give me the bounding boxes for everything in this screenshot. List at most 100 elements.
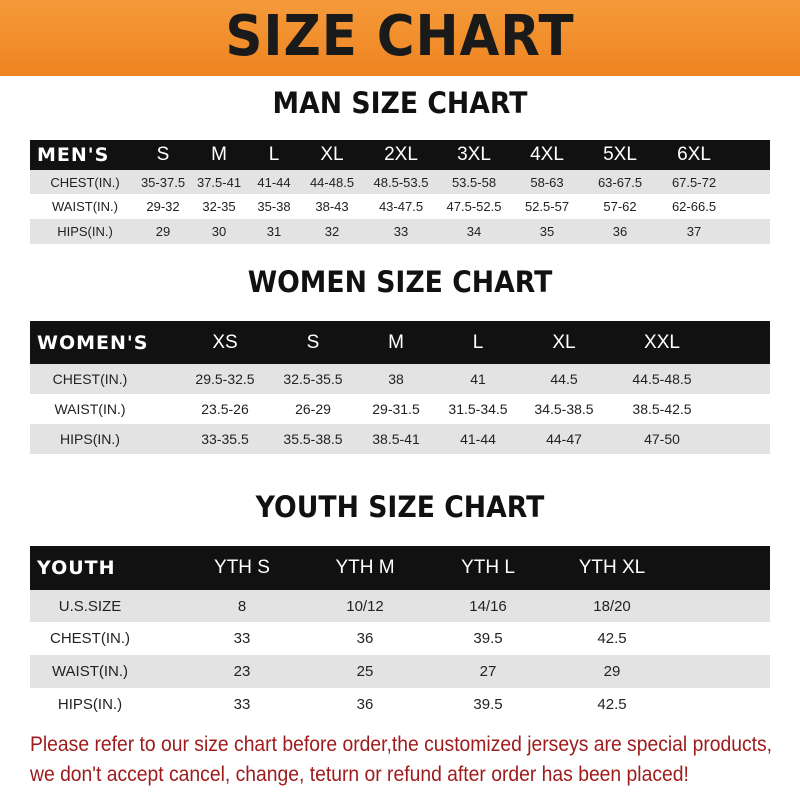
size-header-cell: 4XL: [530, 144, 564, 165]
measurement-value: 67.5-72: [671, 174, 717, 190]
measurement-value: 29.5-32.5: [195, 371, 255, 387]
measurement-value: 33: [233, 630, 251, 647]
measurement-value: 39.5: [473, 695, 503, 713]
measurement-value: 25: [356, 663, 374, 680]
measurement-value: 62-66.5: [671, 199, 717, 214]
measurement-value: 47.5-52.5: [446, 199, 502, 214]
measurement-value: 37: [686, 224, 702, 239]
table-title-cell: YOUTH: [37, 557, 116, 579]
size-header-cell: 6XL: [677, 144, 711, 165]
measurement-label: WAIST(IN.): [51, 663, 129, 680]
measurement-value: 23: [233, 663, 251, 680]
size-header-cell: YTH XL: [578, 557, 646, 578]
women-section-title: WOMEN SIZE CHART: [247, 265, 553, 299]
measurement-value: 23.5-26: [201, 401, 249, 417]
measurement-value: 8: [237, 597, 247, 615]
measurement-value: 33-35.5: [201, 431, 249, 447]
measurement-value: 10/12: [346, 597, 384, 615]
measurement-value: 42.5: [597, 695, 627, 713]
size-header-cell: XL: [320, 144, 344, 165]
measurement-value: 36: [356, 630, 374, 647]
table-row: HIPS(IN.) 33 36 39.5 42.5: [30, 688, 770, 720]
measurement-value: 33: [233, 695, 251, 713]
men-header-row: MEN'S S M L XL 2XL 3XL 4XL 5XL 6XL: [30, 140, 770, 170]
size-header-cell: 5XL: [603, 144, 637, 165]
table-row: WAIST(IN.) 23 25 27 29: [30, 655, 770, 688]
men-section-title: MAN SIZE CHART: [272, 86, 528, 120]
measurement-value: 34: [466, 224, 482, 239]
measurement-value: 44-47: [546, 431, 582, 447]
order-notice: Please refer to our size chart before or…: [30, 730, 794, 790]
table-title-cell: WOMEN'S: [37, 331, 149, 354]
order-notice-line-1: Please refer to our size chart before or…: [30, 733, 773, 756]
measurement-value: 57-62: [603, 199, 637, 214]
table-row: CHEST(IN.) 33 36 39.5 42.5: [30, 622, 770, 655]
measurement-value: 37.5-41: [196, 174, 242, 190]
measurement-label: HIPS(IN.): [57, 695, 123, 713]
measurement-value: 38-43: [315, 199, 349, 214]
table-row: WAIST(IN.) 29-32 32-35 35-38 38-43 43-47.5 47.…: [30, 194, 770, 219]
measurement-value: 58-63: [530, 174, 564, 190]
measurement-value: 29: [155, 224, 171, 239]
measurement-label: U.S.SIZE: [58, 597, 122, 615]
size-header-cell: YTH L: [461, 557, 515, 578]
size-header-cell: XL: [552, 331, 576, 353]
measurement-value: 38.5-41: [372, 431, 420, 447]
measurement-value: 27: [479, 663, 497, 680]
measurement-value: 34.5-38.5: [534, 401, 594, 417]
measurement-value: 35: [539, 224, 555, 239]
table-row: WAIST(IN.) 23.5-26 26-29 29-31.5 31.5-34.5 34…: [30, 394, 770, 424]
size-header-cell: 3XL: [457, 144, 491, 165]
size-header-cell: M: [211, 144, 227, 165]
measurement-value: 18/20: [593, 597, 631, 615]
measurement-value: 31: [266, 224, 282, 239]
measurement-label: HIPS(IN.): [60, 431, 120, 447]
youth-section-title: YOUTH SIZE CHART: [255, 490, 545, 524]
size-header-cell: XXL: [644, 331, 680, 353]
measurement-label: WAIST(IN.): [52, 199, 118, 214]
youth-size-table: YOUTH YTH S YTH M YTH L YTH XL U.S.SIZE 8 10/12…: [30, 546, 770, 720]
measurement-value: 38: [388, 371, 404, 387]
measurement-value: 44-48.5: [309, 174, 355, 190]
measurement-value: 33: [393, 224, 409, 239]
measurement-value: 35-37.5: [140, 174, 186, 190]
measurement-value: 29-31.5: [372, 401, 420, 417]
table-row: U.S.SIZE 8 10/12 14/16 18/20: [30, 590, 770, 622]
table-row: CHEST(IN.) 29.5-32.5 32.5-35.5 38 41 44.5 44.5…: [30, 364, 770, 394]
size-header-cell: M: [388, 331, 404, 353]
measurement-label: CHEST(IN.): [52, 371, 128, 387]
measurement-value: 32: [324, 224, 340, 239]
measurement-label: CHEST(IN.): [50, 630, 130, 647]
measurement-value: 30: [211, 224, 227, 239]
measurement-value: 52.5-57: [524, 199, 570, 214]
size-header-cell: L: [472, 331, 484, 353]
measurement-value: 42.5: [597, 630, 627, 647]
measurement-value: 41-44: [460, 431, 496, 447]
measurement-value: 41: [470, 371, 486, 387]
measurement-value: 47-50: [644, 431, 680, 447]
measurement-value: 31.5-34.5: [448, 401, 508, 417]
measurement-value: 36: [356, 695, 374, 713]
size-header-cell: XS: [212, 331, 238, 353]
measurement-value: 43-47.5: [378, 199, 424, 214]
women-size-table: WOMEN'S XS S M L XL XXL CHEST(IN.) 29.5-32.5 32.5…: [30, 321, 770, 454]
measurement-value: 35-38: [257, 199, 291, 214]
measurement-value: 35.5-38.5: [283, 431, 343, 447]
size-header-cell: YTH S: [214, 557, 270, 578]
measurement-value: 44.5-48.5: [632, 371, 692, 387]
measurement-value: 36: [612, 224, 628, 239]
size-header-cell: 2XL: [384, 144, 418, 165]
measurement-value: 48.5-53.5: [373, 174, 429, 190]
table-row: CHEST(IN.) 35-37.5 37.5-41 41-44 44-48.5 48.5…: [30, 170, 770, 194]
banner-title: SIZE CHART: [225, 4, 575, 69]
measurement-value: 14/16: [469, 597, 507, 615]
women-header-row: WOMEN'S XS S M L XL XXL: [30, 321, 770, 364]
youth-header-row: YOUTH YTH S YTH M YTH L YTH XL: [30, 546, 770, 590]
measurement-label: WAIST(IN.): [54, 401, 126, 417]
measurement-value: 53.5-58: [451, 174, 497, 190]
measurement-value: 44.5: [550, 371, 578, 387]
measurement-value: 41-44: [257, 174, 291, 190]
men-size-table: MEN'S S M L XL 2XL 3XL 4XL 5XL 6XL CHEST(IN.) 35-37…: [30, 140, 770, 244]
measurement-value: 63-67.5: [597, 174, 643, 190]
measurement-label: HIPS(IN.): [57, 224, 113, 239]
